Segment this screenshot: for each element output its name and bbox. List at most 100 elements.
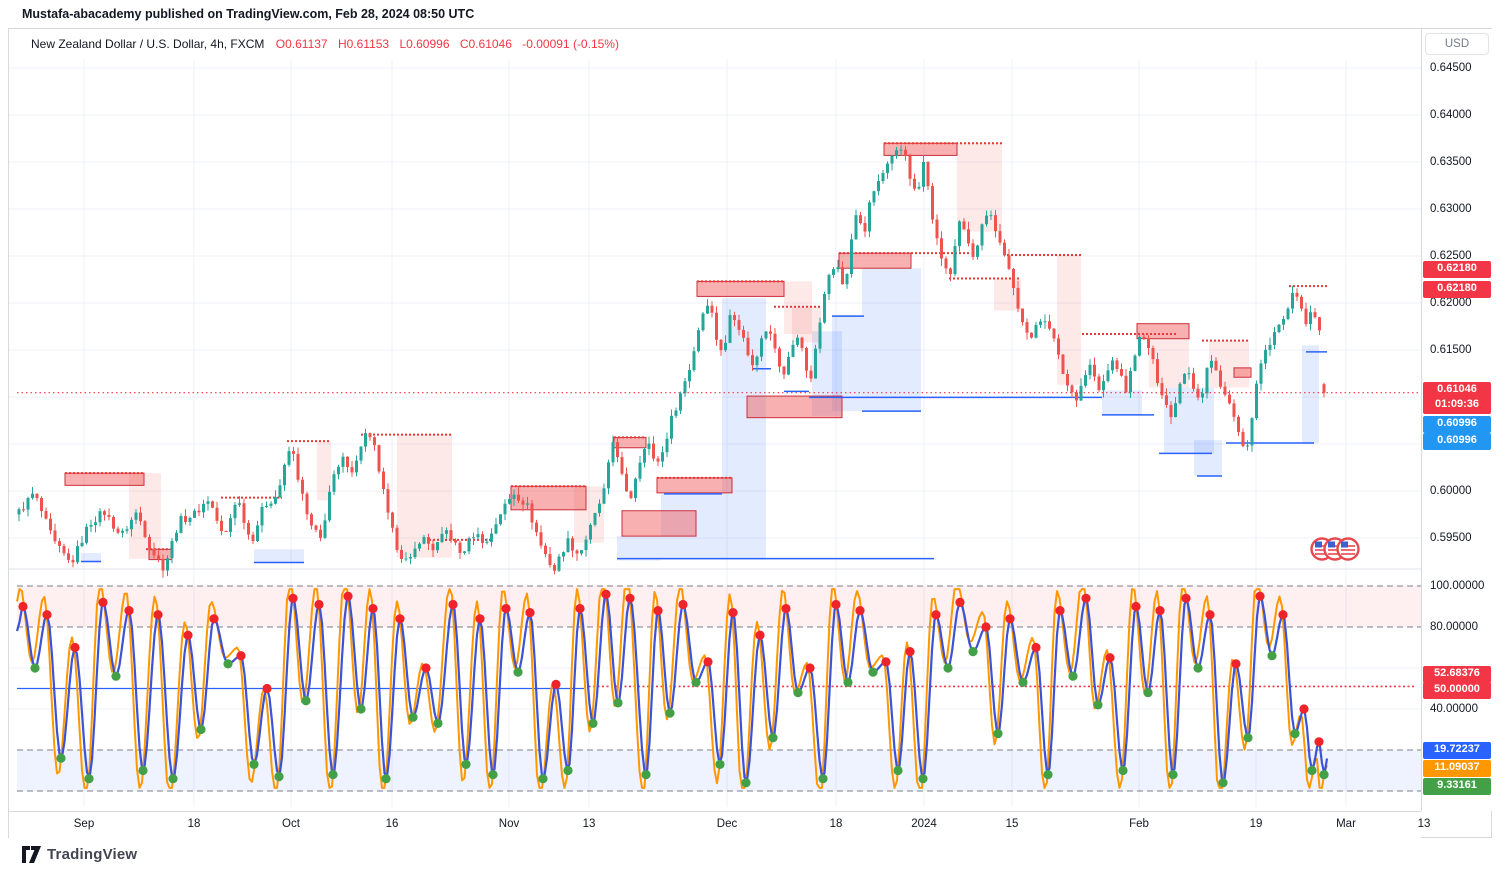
candle-body [85, 526, 88, 543]
candle-body [962, 221, 966, 230]
candle-body [1264, 349, 1267, 364]
trough-dot [1193, 663, 1203, 673]
candle-body [755, 356, 759, 366]
trough-dot [513, 667, 523, 677]
candle-body [1192, 373, 1195, 389]
trough-dot [138, 765, 148, 776]
candle-body [904, 149, 907, 156]
trough-dot [168, 774, 178, 784]
candle-body [238, 503, 241, 505]
price-chart-canvas[interactable] [9, 29, 1421, 811]
candle-body [179, 516, 183, 533]
indicator-badge: 19.72237 [1423, 741, 1491, 759]
peak-dot [421, 663, 431, 673]
tradingview-footer-logo[interactable]: TradingView [22, 846, 137, 863]
candle-body [377, 445, 381, 472]
candle-body [395, 527, 399, 550]
candle-body [796, 337, 799, 345]
candle-body [935, 219, 939, 239]
candle-body [782, 366, 786, 375]
candle-body [1300, 296, 1303, 309]
trough-dot [613, 698, 623, 708]
supply-zone-light [317, 441, 331, 501]
attribution-text: Mustafa-abacademy published on TradingVi… [22, 7, 475, 21]
candle-body [341, 456, 345, 467]
trough-dot [588, 718, 598, 728]
candle-body [1183, 373, 1186, 384]
peak-dot [905, 647, 915, 657]
peak-dot [262, 683, 272, 694]
candle-body [89, 525, 93, 527]
currency-button[interactable]: USD [1425, 33, 1489, 55]
candle-body [193, 510, 196, 518]
fxcm-logo[interactable] [1310, 537, 1360, 561]
candle-body [1210, 360, 1213, 368]
candle-body [67, 553, 70, 560]
peak-dot [781, 603, 791, 614]
price-tick-label: 0.62000 [1430, 297, 1472, 309]
time-tick-label: Dec [716, 818, 738, 830]
candle-body [1030, 332, 1033, 338]
candle-body [184, 516, 187, 523]
candle-body [1151, 348, 1155, 360]
trough-dot [1267, 651, 1277, 661]
trough-dot [56, 753, 66, 763]
candle-body [850, 239, 853, 274]
price-axis[interactable]: USD 0.64500 0.64000 0.63500 0.63000 0.62500 0… [1421, 29, 1492, 811]
peak-dot [1005, 614, 1015, 624]
peak-dot [625, 593, 635, 603]
candle-body [1021, 308, 1024, 323]
candle-body [1012, 268, 1015, 288]
indicator-tick-label: 40.00000 [1430, 703, 1478, 715]
peak-dot [805, 663, 815, 673]
candle-body [791, 344, 795, 357]
peak-dot [98, 597, 108, 608]
candle-body [1232, 403, 1236, 417]
candle-body [278, 485, 282, 498]
candle-body [728, 315, 732, 343]
candle-body [157, 555, 160, 559]
peak-dot [1031, 642, 1041, 653]
peak-dot [1105, 653, 1115, 663]
candle-body [1079, 385, 1083, 401]
candle-body [868, 202, 871, 232]
candle-body [1111, 360, 1114, 371]
supply-zone-strong [621, 510, 697, 537]
candle-body [1322, 384, 1326, 393]
candle-body [539, 532, 543, 546]
candle-body [922, 161, 925, 187]
candle-body [584, 539, 588, 551]
candle-body [1205, 367, 1209, 394]
candle-body [593, 513, 597, 525]
candle-body [130, 519, 133, 530]
candle-body [224, 531, 228, 533]
trough-dot [1243, 733, 1253, 743]
candle-body [521, 500, 525, 505]
indicator-tick-label: 80.00000 [1430, 621, 1478, 633]
candle-body [557, 556, 561, 571]
peak-dot [70, 642, 80, 653]
candle-body [944, 258, 948, 269]
peak-dot [314, 599, 324, 610]
supply-zone-light [1149, 338, 1189, 388]
candle-body [305, 493, 309, 515]
peak-dot [575, 603, 585, 614]
candle-body [1147, 338, 1150, 349]
candle-body [1286, 308, 1290, 320]
candle-body [427, 537, 430, 544]
candle-body [310, 514, 313, 526]
trough-dot [1143, 688, 1153, 698]
candle-body [314, 525, 318, 530]
candle-body [152, 548, 156, 556]
candle-body [269, 503, 273, 506]
candle-body [121, 530, 124, 533]
candle-body [76, 546, 79, 563]
candle-body [440, 533, 444, 543]
candle-body [364, 433, 367, 447]
symbol-title[interactable]: New Zealand Dollar / U.S. Dollar, 4h, FX… [31, 37, 265, 51]
candle-body [58, 541, 61, 546]
candle-body [1115, 360, 1119, 369]
time-axis[interactable]: Sep 18 Oct 16 Nov 13 Dec 18 2024 15 Feb 19 Mar 13 [9, 811, 1430, 838]
candle-body [1070, 385, 1074, 393]
candle-body [449, 530, 453, 541]
